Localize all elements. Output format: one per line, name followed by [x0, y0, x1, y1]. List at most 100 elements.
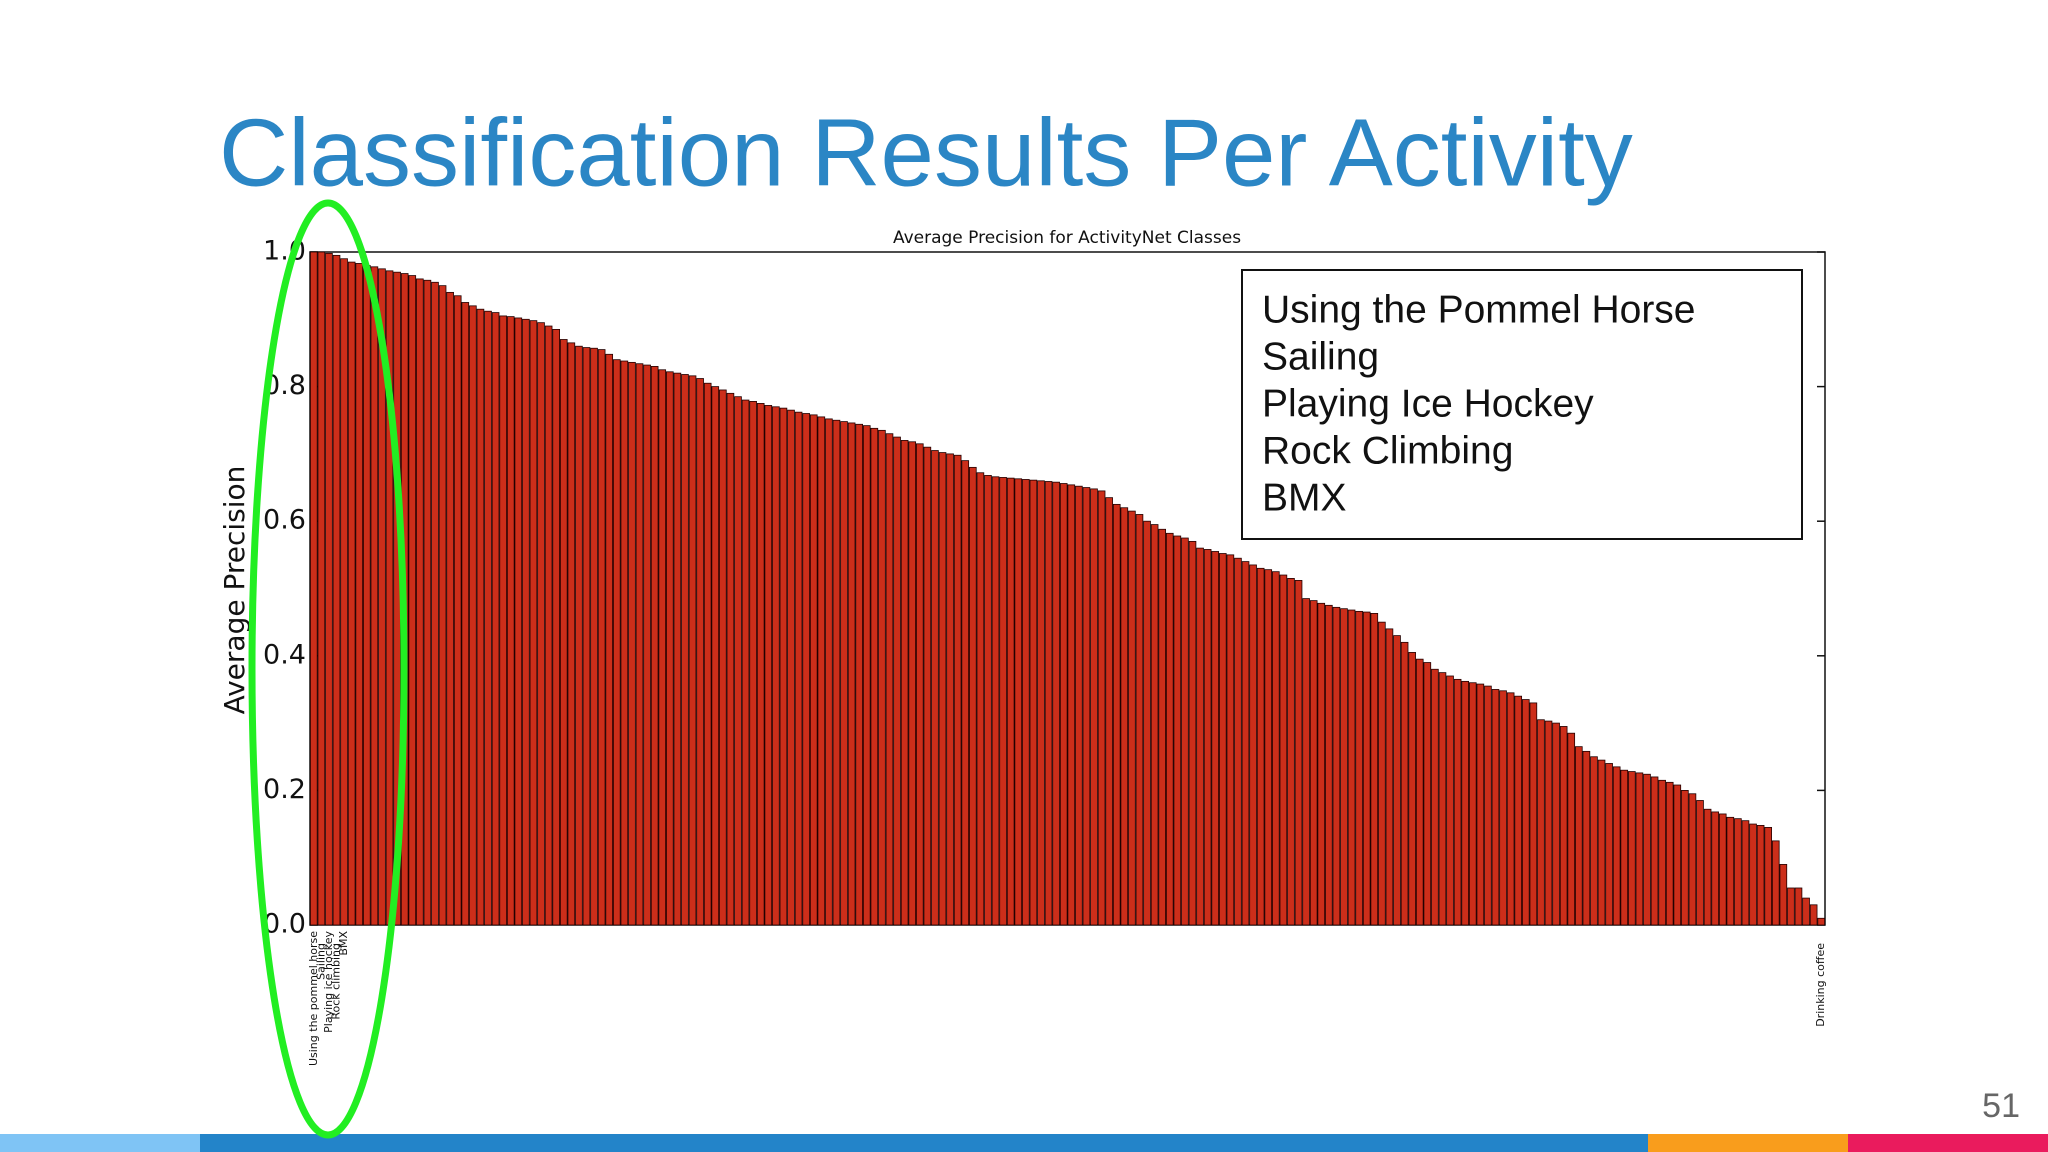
bar: [893, 436, 901, 926]
bar: [1173, 535, 1182, 926]
x-tick-label: Using the pommel horse: [307, 931, 320, 1066]
bar: [749, 401, 757, 926]
bar: [1431, 668, 1439, 926]
bar: [961, 460, 970, 926]
footer-band: [200, 1134, 1648, 1152]
bar: [741, 399, 750, 926]
bar: [688, 375, 697, 926]
y-tick-label: 0.2: [263, 774, 306, 805]
bar: [1802, 897, 1810, 926]
bar: [446, 291, 454, 926]
bar: [900, 440, 909, 926]
bar: [1612, 766, 1621, 926]
bar: [612, 359, 621, 926]
bar: [582, 347, 591, 926]
bar: [1491, 689, 1500, 926]
bar: [673, 372, 682, 926]
footer-band: [0, 1134, 200, 1152]
bar: [340, 258, 348, 926]
bar: [1393, 635, 1401, 926]
bar: [999, 477, 1007, 926]
bar: [1453, 678, 1462, 926]
bar: [1665, 781, 1674, 926]
bar: [461, 302, 470, 926]
bar: [772, 406, 780, 926]
bar: [643, 364, 651, 926]
bar: [1006, 477, 1015, 926]
bar: [309, 251, 318, 926]
bar: [544, 325, 553, 926]
bar: [719, 389, 727, 926]
bar: [1385, 628, 1394, 926]
bar: [408, 275, 417, 926]
slide-title: Classification Results Per Activity: [219, 99, 1633, 206]
bar: [1590, 756, 1598, 926]
bar: [522, 318, 530, 926]
bar: [802, 413, 810, 926]
bar: [1620, 769, 1629, 926]
chart-title: Average Precision for ActivityNet Classe…: [893, 228, 1241, 248]
bar: [1408, 652, 1416, 926]
bar: [1067, 484, 1076, 926]
bar: [506, 316, 515, 926]
bar: [514, 317, 523, 926]
bar: [938, 452, 947, 926]
bar: [703, 382, 712, 926]
bar: [666, 371, 674, 926]
bar: [855, 423, 863, 926]
bar: [1423, 662, 1432, 926]
bar: [1355, 610, 1363, 926]
bar: [1226, 554, 1235, 926]
x-tick-label: Sailing: [314, 943, 327, 980]
bar: [552, 328, 560, 926]
bar: [476, 308, 485, 926]
bar: [1143, 520, 1151, 926]
bar: [1787, 887, 1795, 926]
bar: [1741, 820, 1750, 926]
highlight-ellipse: [248, 199, 408, 1139]
annotation-line: Sailing: [1262, 335, 1379, 378]
bar: [650, 366, 659, 926]
bar: [1764, 827, 1772, 926]
bar: [1196, 547, 1204, 926]
bar: [1234, 557, 1242, 926]
annotation-line: BMX: [1262, 476, 1347, 519]
bar: [658, 369, 667, 926]
bar: [1681, 790, 1689, 926]
bar: [1105, 497, 1113, 926]
bar: [1044, 481, 1053, 926]
bar: [1135, 514, 1144, 926]
bar: [1120, 507, 1129, 926]
bar: [991, 476, 1000, 926]
bar: [931, 450, 939, 926]
bar: [1635, 772, 1644, 926]
bar: [953, 454, 962, 926]
bar: [1014, 478, 1023, 926]
bar: [1650, 776, 1659, 926]
bar: [423, 279, 432, 926]
bar: [1112, 503, 1121, 926]
bar: [1400, 641, 1409, 926]
bar: [1734, 818, 1742, 926]
bar: [1249, 564, 1257, 926]
bar: [1370, 613, 1379, 926]
bar: [1817, 917, 1826, 926]
bar: [726, 392, 735, 926]
y-tick-label: 0.0: [263, 909, 306, 940]
bar: [1037, 480, 1045, 926]
bar: [1484, 685, 1492, 926]
bar: [332, 254, 341, 926]
bar: [605, 353, 614, 926]
bar: [559, 339, 568, 926]
bar: [1711, 811, 1719, 926]
bar: [575, 345, 583, 926]
bar: [453, 295, 462, 926]
bar: [1287, 578, 1295, 926]
bar: [1211, 551, 1220, 926]
bar: [431, 281, 439, 926]
bar: [1188, 540, 1197, 926]
bar: [1461, 680, 1469, 926]
bar: [1128, 510, 1136, 926]
bar: [1582, 750, 1591, 926]
bar: [1340, 608, 1348, 926]
